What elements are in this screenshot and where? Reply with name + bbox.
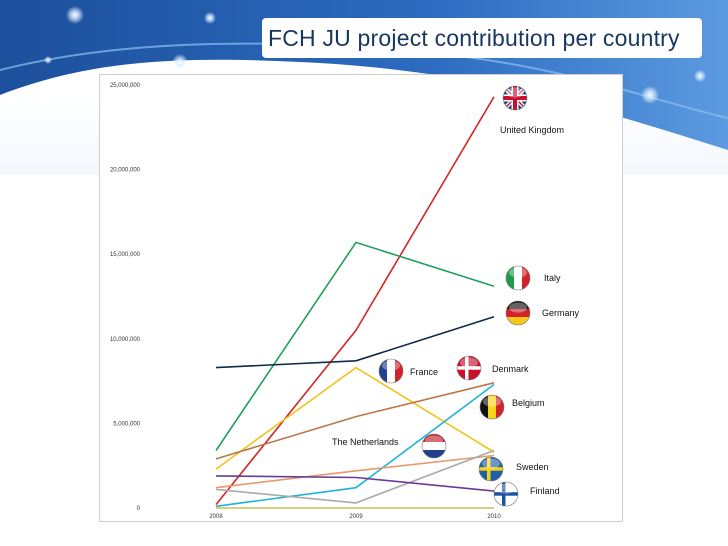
country-label: Denmark	[492, 364, 529, 374]
x-tick-label: 2009	[349, 514, 363, 520]
country-label: Finland	[530, 486, 560, 496]
finland-flag-icon	[493, 481, 519, 507]
slide-title: FCH JU project contribution per country	[268, 25, 680, 51]
x-tick-label: 2010	[487, 514, 501, 520]
banner-decoration	[0, 0, 728, 150]
series-line-denmark	[215, 382, 495, 460]
country-label: United Kingdom	[500, 125, 564, 135]
chart-area: 0 5,000,000 10,000,000 15,000,000 20,000,000…	[99, 74, 623, 522]
netherlands-flag-icon	[421, 433, 447, 459]
belgium-flag-icon	[479, 394, 505, 420]
x-tick-label: 2008	[209, 514, 223, 520]
series-line-the-netherlands	[215, 454, 495, 489]
y-tick-label: 20,000,000	[110, 168, 141, 174]
series-line-italy	[215, 241, 495, 451]
line-chart: 0 5,000,000 10,000,000 15,000,000 20,000,000…	[110, 83, 580, 520]
germany-flag-icon	[505, 300, 531, 326]
uk-flag-icon	[502, 85, 528, 111]
y-tick-label: 15,000,000	[110, 252, 141, 258]
country-label: Belgium	[512, 398, 545, 408]
country-label: Germany	[542, 308, 580, 318]
series-line-sweden	[215, 449, 495, 504]
sweden-flag-icon	[478, 456, 504, 482]
series-line-united-kingdom	[215, 96, 495, 506]
france-flag-icon	[378, 358, 404, 384]
series-line-finland	[215, 475, 495, 492]
country-label: The Netherlands	[332, 437, 399, 447]
y-tick-label: 0	[137, 506, 141, 512]
country-label: Italy	[544, 273, 561, 283]
series-line-france	[215, 366, 495, 470]
series-line-belgium	[215, 383, 495, 508]
y-tick-label: 25,000,000	[110, 83, 141, 89]
italy-flag-icon	[505, 265, 531, 291]
series-line-germany	[215, 316, 495, 369]
denmark-flag-icon	[456, 355, 482, 381]
country-label: France	[410, 367, 438, 377]
y-tick-label: 5,000,000	[113, 421, 140, 427]
country-label: Sweden	[516, 462, 549, 472]
y-tick-label: 10,000,000	[110, 337, 141, 343]
